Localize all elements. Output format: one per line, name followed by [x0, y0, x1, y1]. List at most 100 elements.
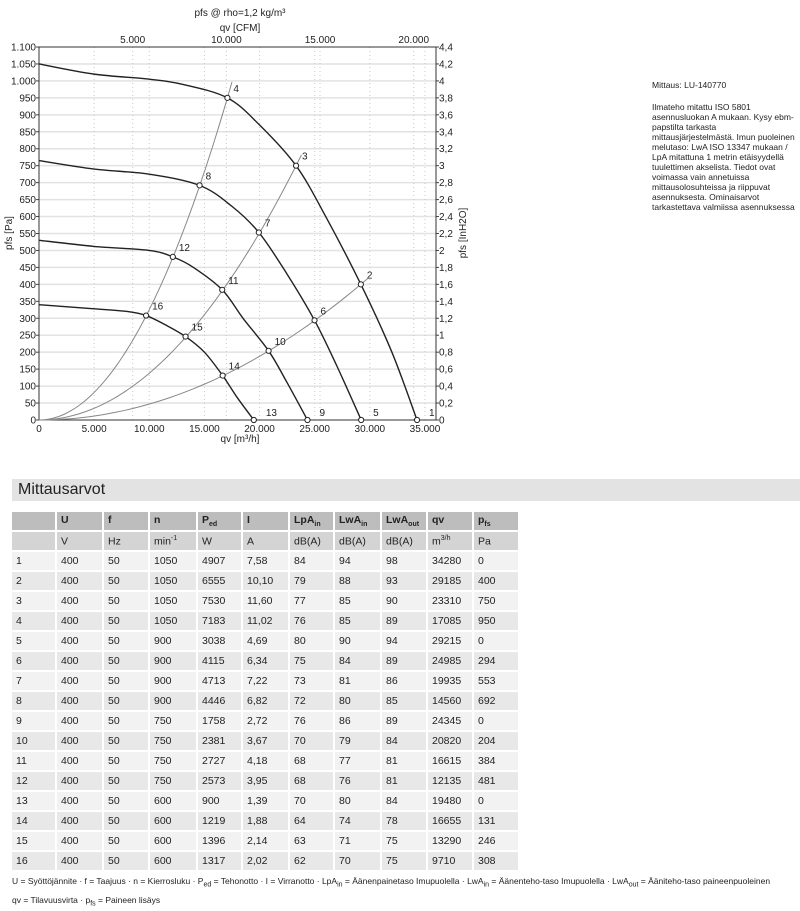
x-axis-label: qv [m³/h]: [221, 434, 260, 445]
section-title: Mittausarvot: [12, 479, 800, 501]
table-cell: 2727: [198, 752, 243, 772]
table-cell: 4: [12, 612, 57, 632]
operating-point-label: 2: [367, 270, 373, 281]
x-tick-label: 25.000: [299, 424, 330, 435]
cell-text: qv: [432, 513, 445, 526]
table-cell: 750: [150, 732, 198, 752]
y2-tick-label: 0,8: [439, 348, 453, 359]
table-cell: 16: [12, 852, 57, 872]
table-cell: 750: [150, 712, 198, 732]
table-cell: 29185: [428, 572, 474, 592]
table-cell: 88: [335, 572, 382, 592]
operating-point: [169, 253, 176, 260]
legend-text: = Tehonotto · I = Virranotto · LpA: [211, 876, 338, 886]
table-cell: 81: [335, 672, 382, 692]
operating-point: [196, 182, 203, 189]
y-tick-label: 750: [19, 161, 36, 172]
legend-text: in: [337, 881, 343, 889]
table-cell: 11,02: [243, 612, 290, 632]
table-cell: 400: [57, 712, 104, 732]
table-cell: 481: [474, 772, 520, 792]
table-cell: 400: [57, 552, 104, 572]
table-cell: 6555: [198, 572, 243, 592]
y-tick-label: 900: [19, 110, 36, 121]
table-cell: 3038: [198, 632, 243, 652]
table-cell: 1758: [198, 712, 243, 732]
speed-curve-600: [38, 304, 255, 421]
table-cell: 75: [290, 652, 335, 672]
table-cell: 400: [474, 572, 520, 592]
table-cell: 50: [104, 712, 150, 732]
operating-point: [304, 416, 311, 424]
operating-point-label: 13: [266, 408, 278, 419]
x2-tick-label: 15.000: [305, 35, 336, 46]
table-cell: 246: [474, 832, 520, 852]
table-cell: 6,82: [243, 692, 290, 712]
table-cell: 50: [104, 832, 150, 852]
y2-tick-label: 3,2: [439, 144, 453, 155]
x2-axis-label: qv [CFM]: [220, 23, 261, 34]
plot-frame: [38, 46, 437, 421]
table-cell: Ped: [198, 512, 243, 532]
y-tick-label: 200: [19, 348, 36, 359]
table-cell: 4907: [198, 552, 243, 572]
legend-text: = Äänenteho-taso Imupuolella · LwA: [489, 876, 629, 886]
table-cell: 7: [12, 672, 57, 692]
y-axis-label: pfs [Pa]: [4, 216, 15, 250]
table-cell: V: [57, 532, 104, 552]
y-tick-label: 400: [19, 280, 36, 291]
cell-text: U: [61, 513, 69, 526]
table-row: 6 400 50 900 4115 6,34 75 84 89 24985 294: [12, 652, 520, 672]
operating-point: [182, 333, 189, 340]
table-cell: 23310: [428, 592, 474, 612]
table-cell: 79: [335, 732, 382, 752]
y-tick-label: 550: [19, 229, 36, 240]
table-cell: 11,60: [243, 592, 290, 612]
y2-tick-label: 1,4: [439, 297, 453, 308]
table-row: 2 400 50 1050 6555 10,10 79 88 93 29185 400: [12, 572, 520, 592]
operating-point-label: 9: [319, 408, 325, 419]
cell-subscript: -1: [170, 534, 178, 542]
table-cell: 50: [104, 692, 150, 712]
table-cell: 400: [57, 792, 104, 812]
table-cell: [12, 512, 57, 532]
y2-tick-label: 3,6: [439, 110, 453, 121]
y-tick-label: 800: [19, 144, 36, 155]
x-tick-label: 0: [36, 424, 42, 435]
table-cell: 1050: [150, 592, 198, 612]
table-cell: 384: [474, 752, 520, 772]
table-cell: Hz: [104, 532, 150, 552]
table-cell: dB(A): [335, 532, 382, 552]
cell-text: dB(A): [339, 535, 366, 548]
table-cell: dB(A): [382, 532, 428, 552]
table-cell: 900: [150, 692, 198, 712]
table-cell: 294: [474, 652, 520, 672]
table-cell: 50: [104, 772, 150, 792]
table-cell: 29215: [428, 632, 474, 652]
y2-tick-label: 3,4: [439, 127, 453, 138]
table-cell: 692: [474, 692, 520, 712]
cell-text: m: [432, 535, 441, 548]
y-tick-label: 350: [19, 297, 36, 308]
abbreviation-legend: U = Syöttöjännite · f = Taajuus · n = Ki…: [12, 874, 770, 911]
cell-text: A: [247, 535, 255, 548]
operating-point: [357, 281, 364, 288]
table-cell: min-1: [150, 532, 198, 552]
table-cell: 3,95: [243, 772, 290, 792]
legend-text: U = Syöttöjännite · f = Taajuus · n = Ki…: [12, 876, 204, 886]
table-cell: 77: [290, 592, 335, 612]
operating-point-label: 6: [321, 306, 327, 317]
table-cell: 900: [150, 652, 198, 672]
table-cell: 2,72: [243, 712, 290, 732]
y-tick-label: 250: [19, 331, 36, 342]
y-tick-label: 500: [19, 246, 36, 257]
table-cell: 400: [57, 652, 104, 672]
table-cell: [12, 532, 57, 552]
cell-subscript: out: [408, 521, 420, 529]
table-cell: 16615: [428, 752, 474, 772]
table-cell: 80: [335, 692, 382, 712]
cell-subscript: in: [314, 521, 321, 529]
fan-performance-chart: 0501001502002503003504004505005506006507…: [4, 8, 469, 445]
table-cell: 7183: [198, 612, 243, 632]
table-cell: I: [243, 512, 290, 532]
